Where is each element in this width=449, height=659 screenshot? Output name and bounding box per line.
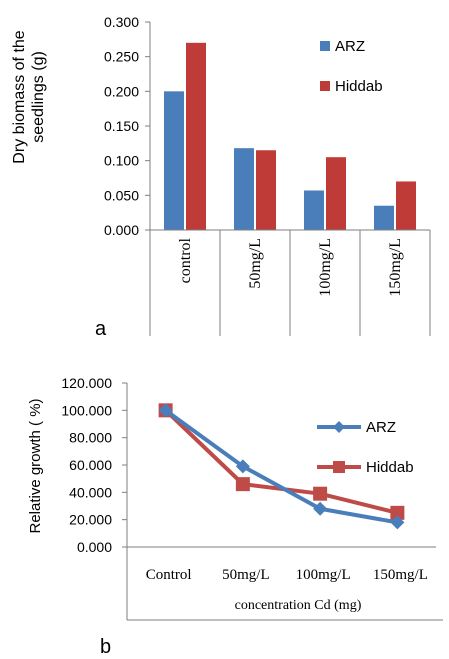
bar-chart-bars xyxy=(164,42,416,230)
line-chart-y-tick-label: 80.000 xyxy=(69,430,112,446)
point-hiddab-3 xyxy=(390,505,405,520)
line-chart-ylabel: Relative growth ( %) xyxy=(27,398,44,533)
line-chart-x-tick-label: 50mg/L xyxy=(222,567,270,583)
legend-label-hiddab: Hiddab xyxy=(335,78,383,95)
line-chart-y-tick-label: 40.000 xyxy=(69,484,112,500)
line-chart-y-tick-label: 0.000 xyxy=(77,539,112,555)
bar-chart-ylabel-line1: Dry biomass of the xyxy=(11,30,28,163)
line-chart-y-tick-label: 60.000 xyxy=(69,457,112,473)
bar-chart-x-tick-label: 50mg/L xyxy=(247,238,264,289)
line-chart-y-tick-label: 20.000 xyxy=(69,512,112,528)
bar-hiddab-0 xyxy=(186,42,206,230)
point-arz-0 xyxy=(158,403,173,418)
legend-marker-hiddab xyxy=(333,461,345,473)
line-chart-x-tick-label: 100mg/L xyxy=(296,567,351,583)
panel-label-a: a xyxy=(95,318,107,340)
bar-chart-x-ticks: control 50mg/L 100mg/L 150mg/L xyxy=(177,237,404,296)
bar-chart-axes xyxy=(149,22,431,336)
point-hiddab-1 xyxy=(235,477,250,492)
bar-chart-y-tick-label: 0.000 xyxy=(104,222,139,238)
line-chart-x-ticks: Control 50mg/L 100mg/L 150mg/L xyxy=(146,567,428,583)
bar-chart-x-tick-label: control xyxy=(177,237,194,283)
line-chart-axes xyxy=(126,383,443,621)
line-chart-y-tick-label: 120.000 xyxy=(61,375,112,391)
bar-arz-2 xyxy=(304,190,324,230)
line-chart-x-tick-label: Control xyxy=(146,567,192,583)
bar-chart-y-tick-label: 0.100 xyxy=(104,153,139,169)
bar-chart-x-tick-label: 100mg/L xyxy=(317,238,334,297)
bar-arz-0 xyxy=(164,91,184,230)
line-chart-xlabel: concentration Cd (mg) xyxy=(235,598,362,613)
bar-chart-y-tick-label: 0.050 xyxy=(104,187,139,203)
line-chart-series xyxy=(158,403,405,530)
bar-chart-ylabel-line2: seedlings (g) xyxy=(30,51,47,143)
bar-arz-1 xyxy=(234,148,254,230)
bar-chart-y-tick-label: 0.150 xyxy=(104,118,139,134)
legend-swatch-hiddab xyxy=(320,81,330,91)
line-series-hiddab xyxy=(164,408,398,515)
bar-chart-panel: a Dry biomass of the seedlings (g) 0.000… xyxy=(11,14,431,340)
bar-chart-legend: ARZ Hiddab xyxy=(320,38,383,95)
legend-marker-arz xyxy=(333,421,345,433)
line-chart-x-tick-label: 150mg/L xyxy=(373,567,428,583)
bar-chart-y-tick-label: 0.200 xyxy=(104,83,139,99)
panel-label-b: b xyxy=(100,636,111,658)
bar-hiddab-2 xyxy=(326,157,346,230)
line-series-arz xyxy=(164,408,398,525)
point-arz-3 xyxy=(390,515,405,530)
line-chart-panel: b Relative growth ( %) concentration Cd … xyxy=(27,375,443,658)
bar-chart-y-ticks: 0.000 0.050 0.100 0.150 0.200 0.250 0.300 xyxy=(104,14,150,238)
bar-chart-y-tick-label: 0.300 xyxy=(104,14,139,30)
line-chart-y-tick-label: 100.000 xyxy=(61,402,112,418)
bar-chart-y-tick-label: 0.250 xyxy=(104,49,139,65)
legend-label-arz: ARZ xyxy=(335,38,365,55)
point-arz-2 xyxy=(313,501,328,516)
line-chart-y-ticks: 0.000 20.000 40.000 60.000 80.000 100.000 120.… xyxy=(61,375,127,555)
legend-label-arz: ARZ xyxy=(366,419,396,436)
line-chart-legend: ARZ Hiddab xyxy=(317,419,414,476)
legend-label-hiddab: Hiddab xyxy=(366,459,414,476)
point-hiddab-2 xyxy=(313,486,328,501)
bar-chart-x-tick-label: 150mg/L xyxy=(387,238,404,297)
bar-hiddab-1 xyxy=(256,150,276,230)
point-arz-1 xyxy=(235,459,250,474)
bar-hiddab-3 xyxy=(396,181,416,230)
legend-swatch-arz xyxy=(320,41,330,51)
bar-arz-3 xyxy=(374,205,394,230)
